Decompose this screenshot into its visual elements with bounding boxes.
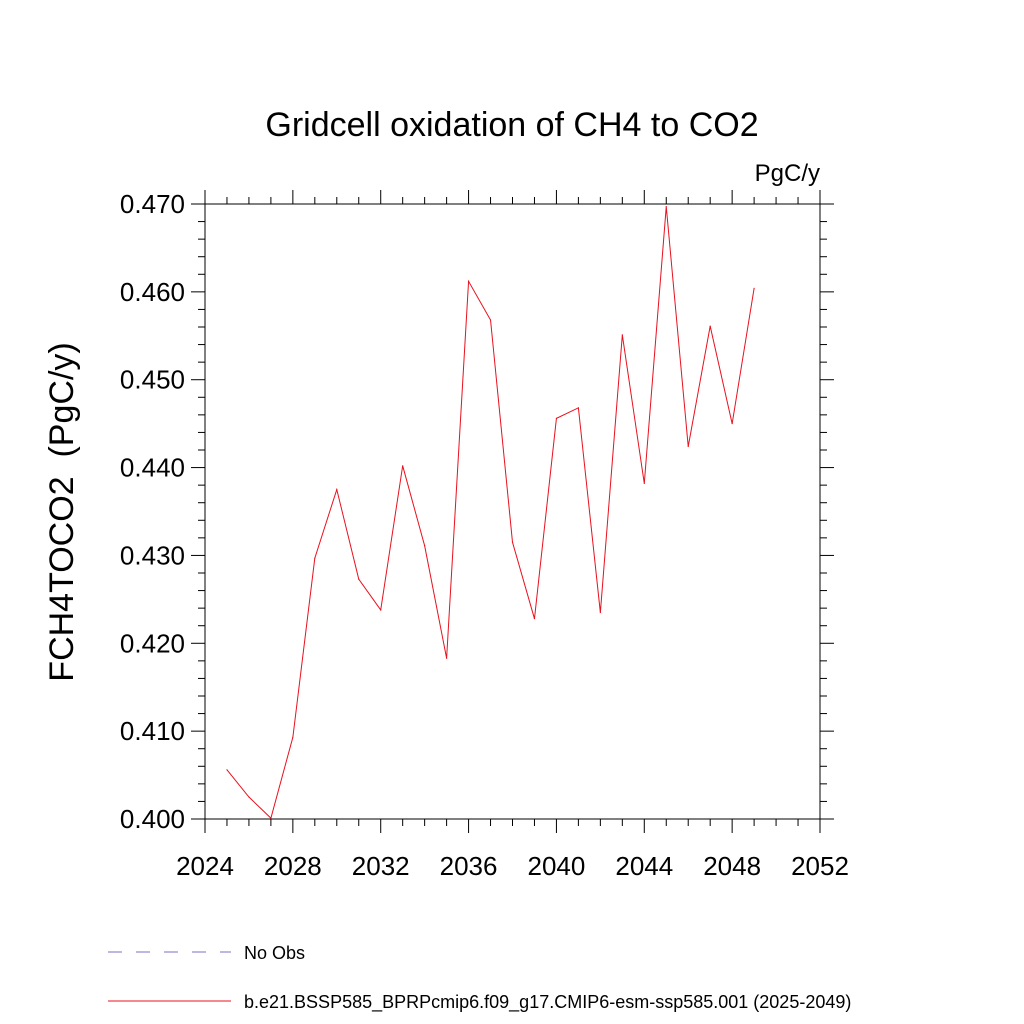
y-tick-label: 0.400 [120, 804, 185, 834]
data-point [446, 657, 448, 659]
plot-frame [204, 203, 821, 820]
y-tick-label: 0.410 [120, 716, 185, 746]
y-tick-label: 0.450 [120, 365, 185, 395]
data-point [511, 541, 514, 543]
data-point [314, 557, 316, 559]
y-tick-labels: 0.400 0.410 0.420 0.430 0.440 0.450 0.460 0.470 [120, 189, 185, 834]
data-point [226, 769, 228, 771]
data-point [489, 319, 492, 321]
data-point [731, 423, 733, 425]
data-point [248, 796, 250, 798]
data-point [402, 465, 404, 467]
data-point [292, 736, 294, 738]
data-point [643, 482, 645, 484]
y-tick-label: 0.440 [120, 453, 185, 483]
series-line [226, 206, 755, 820]
legend-label-model: b.e21.BSSP585_BPRPcmip6.f09_g17.CMIP6-es… [244, 992, 851, 1013]
data-point [599, 611, 601, 614]
data-point [533, 618, 536, 620]
data-point [555, 417, 558, 419]
x-tick-label: 2028 [264, 851, 322, 881]
x-tick-label: 2048 [703, 851, 761, 881]
y-axis-label: FCH4TOCO2 (PgC/y) [43, 342, 81, 681]
data-point [358, 578, 360, 580]
data-point [270, 817, 272, 819]
data-point [424, 545, 426, 547]
series-points [226, 206, 755, 819]
data-point [336, 488, 338, 491]
x-tick-label: 2024 [176, 851, 234, 881]
data-point [380, 609, 382, 611]
x-tick-label: 2052 [791, 851, 849, 881]
data-point [577, 407, 579, 409]
y-tick-label: 0.460 [120, 277, 185, 307]
data-point [687, 445, 689, 448]
data-point [467, 280, 470, 282]
y-tick-label: 0.470 [120, 189, 185, 219]
legend-label-no-obs: No Obs [244, 943, 305, 963]
axis-ticks [191, 190, 834, 833]
y-tick-label: 0.420 [120, 628, 185, 658]
x-tick-label: 2044 [615, 851, 673, 881]
chart-title: Gridcell oxidation of CH4 to CO2 [265, 106, 758, 144]
data-point [709, 325, 711, 327]
x-tick-label: 2036 [440, 851, 498, 881]
data-point [753, 287, 755, 289]
legend: No Obs b.e21.BSSP585_BPRPcmip6.f09_g17.C… [108, 943, 851, 1013]
units-label: PgC/y [755, 160, 820, 187]
x-tick-labels: 2024 2028 2032 2036 2040 2044 2048 2052 [176, 851, 849, 881]
x-tick-label: 2032 [352, 851, 410, 881]
x-tick-label: 2040 [528, 851, 586, 881]
data-point [665, 206, 667, 208]
data-point [621, 334, 623, 336]
y-tick-label: 0.430 [120, 540, 185, 570]
